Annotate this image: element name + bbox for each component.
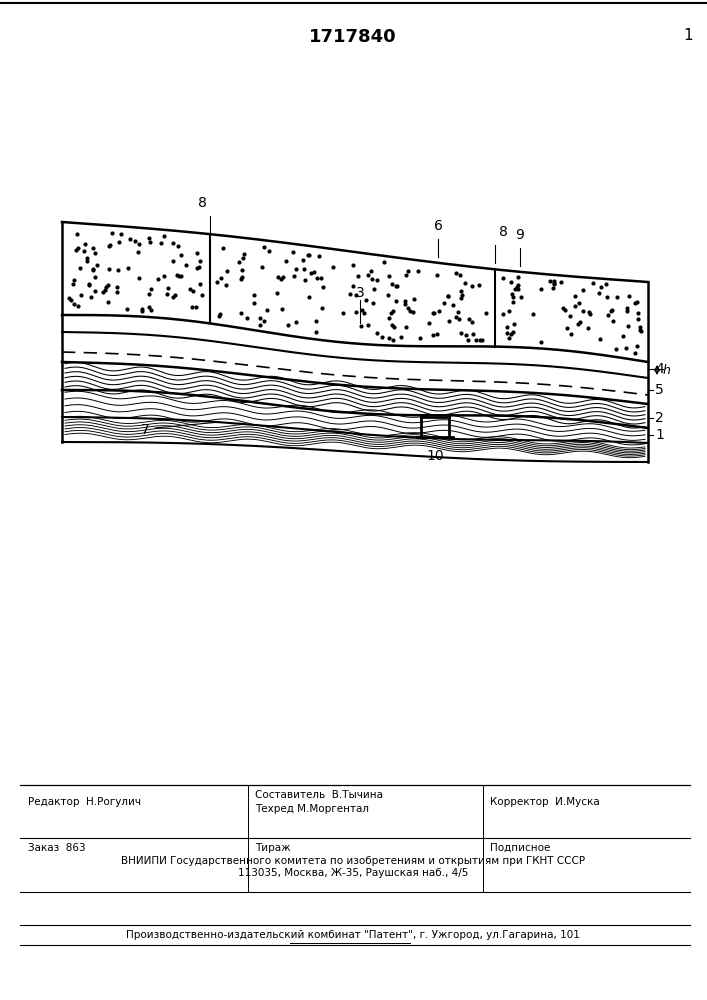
Text: 4: 4 <box>655 362 664 376</box>
Text: Заказ  863: Заказ 863 <box>28 843 86 853</box>
Text: 1: 1 <box>655 428 664 442</box>
Text: Техред М.Моргентал: Техред М.Моргентал <box>255 804 369 814</box>
Text: h: h <box>663 363 671 376</box>
Text: 8: 8 <box>197 196 206 210</box>
Text: 6: 6 <box>433 219 443 233</box>
Text: 1717840: 1717840 <box>309 28 397 46</box>
Text: 3: 3 <box>356 286 364 300</box>
Text: 5: 5 <box>655 383 664 397</box>
Text: Корректор  И.Муска: Корректор И.Муска <box>490 797 600 807</box>
Text: 2: 2 <box>655 411 664 425</box>
Text: Составитель  В.Тычина: Составитель В.Тычина <box>255 790 383 800</box>
Text: 1: 1 <box>684 27 693 42</box>
Text: 8: 8 <box>498 225 508 239</box>
Text: Производственно-издательский комбинат "Патент", г. Ужгород, ул.Гагарина, 101: Производственно-издательский комбинат "П… <box>126 930 580 940</box>
Text: 9: 9 <box>515 228 525 242</box>
Text: 10: 10 <box>426 449 444 463</box>
Text: Подписное: Подписное <box>490 843 550 853</box>
Text: Тираж: Тираж <box>255 843 291 853</box>
Text: Редактор  Н.Рогулич: Редактор Н.Рогулич <box>28 797 141 807</box>
Text: ВНИИПИ Государственного комитета по изобретениям и открытиям при ГКНТ СССР: ВНИИПИ Государственного комитета по изоб… <box>121 856 585 866</box>
Text: 113035, Москва, Ж-35, Раушская наб., 4/5: 113035, Москва, Ж-35, Раушская наб., 4/5 <box>238 868 468 878</box>
Text: 7: 7 <box>141 423 149 437</box>
